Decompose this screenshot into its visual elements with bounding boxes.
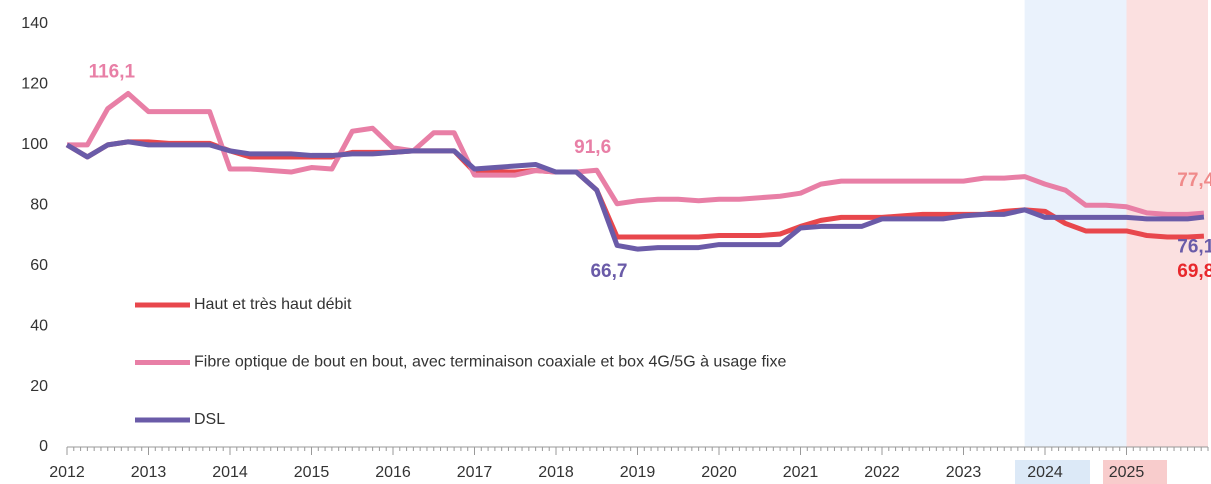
y-tick-label: 60 <box>30 257 48 274</box>
y-tick-label: 40 <box>30 317 48 334</box>
y-tick-label: 20 <box>30 378 48 395</box>
x-tick-label: 2023 <box>946 464 982 481</box>
highlight-band <box>1024 0 1127 447</box>
x-tick-label: 2021 <box>783 464 819 481</box>
y-tick-label: 100 <box>21 136 48 153</box>
annotation: 77,4 <box>1177 170 1211 191</box>
annotation: 66,7 <box>590 261 627 282</box>
legend-label: Fibre optique de bout en bout, avec term… <box>194 354 786 371</box>
x-tick-label: 2013 <box>131 464 167 481</box>
annotation: 69,8 <box>1177 261 1211 282</box>
x-tick-label: 2012 <box>49 464 85 481</box>
y-tick-label: 120 <box>21 76 48 93</box>
highlight-band <box>1126 0 1208 447</box>
x-tick-label: 2020 <box>701 464 737 481</box>
x-tick-label: 2019 <box>620 464 656 481</box>
annotation: 76,1 <box>1177 237 1211 258</box>
y-tick-label: 140 <box>21 15 48 32</box>
x-tick-label: 2025 <box>1109 464 1145 481</box>
x-tick-label: 2015 <box>294 464 330 481</box>
x-tick-label: 2024 <box>1027 464 1063 481</box>
series-line <box>67 90 1205 217</box>
annotation: 91,6 <box>574 137 611 158</box>
year-box <box>1103 460 1167 484</box>
y-tick-label: 0 <box>39 438 48 455</box>
legend-label: Haut et très haut débit <box>194 296 352 313</box>
x-tick-label: 2018 <box>538 464 574 481</box>
x-tick-label: 2017 <box>457 464 493 481</box>
legend-label: DSL <box>194 411 225 428</box>
series-line <box>65 139 1205 252</box>
x-tick-label: 2016 <box>375 464 411 481</box>
x-tick-label: 2022 <box>864 464 900 481</box>
x-tick-label: 2014 <box>212 464 248 481</box>
year-box <box>1015 460 1090 484</box>
y-tick-label: 80 <box>30 197 48 214</box>
annotation: 116,1 <box>89 61 136 82</box>
